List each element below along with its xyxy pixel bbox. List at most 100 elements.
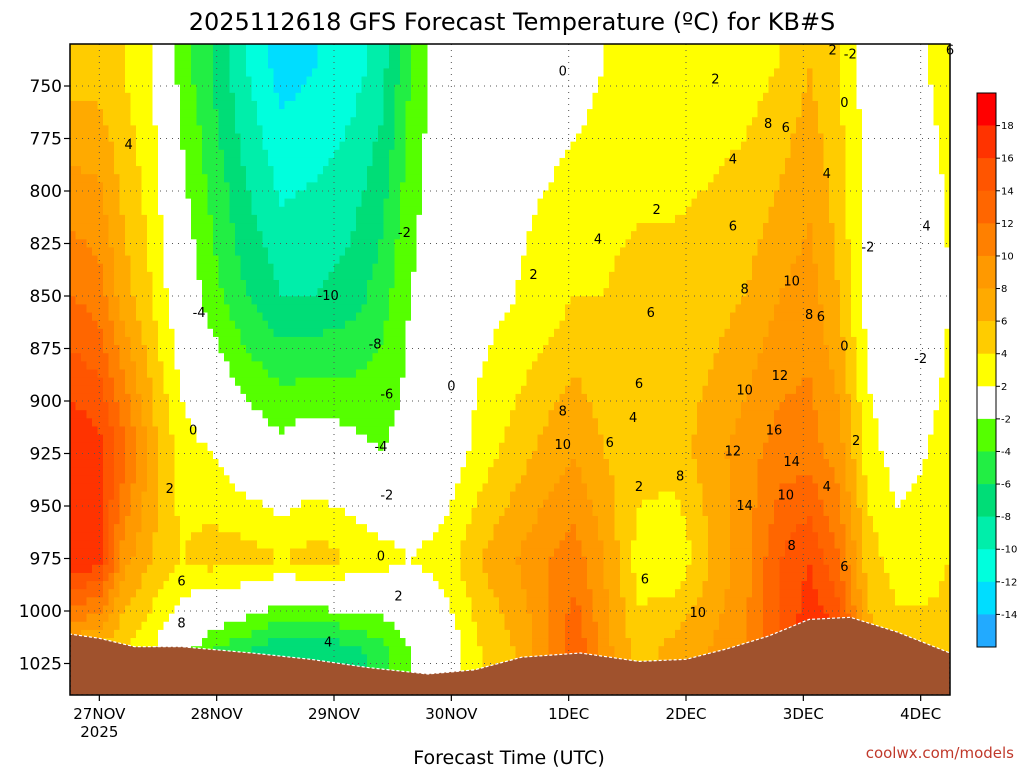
temperature-cell [394, 597, 401, 607]
temperature-cell [218, 491, 225, 501]
temperature-cell [114, 442, 121, 452]
temperature-cell [235, 605, 242, 615]
temperature-cell [279, 621, 286, 631]
temperature-cell [389, 434, 396, 444]
temperature-cell [108, 166, 115, 175]
temperature-cell [350, 418, 357, 428]
temperature-cell [262, 255, 269, 265]
temperature-cell [262, 638, 269, 647]
temperature-cell [163, 507, 170, 517]
temperature-cell [97, 304, 104, 314]
temperature-cell [92, 613, 99, 623]
temperature-cell [356, 467, 363, 476]
temperature-cell [394, 540, 401, 550]
temperature-cell [108, 467, 115, 476]
temperature-cell [114, 166, 121, 175]
temperature-cell [284, 564, 291, 574]
temperature-cell [284, 328, 291, 338]
temperature-cell [290, 548, 297, 558]
temperature-cell [152, 459, 159, 468]
temperature-cell [70, 263, 77, 273]
temperature-cell [400, 532, 407, 541]
temperature-cell [405, 263, 412, 273]
temperature-cell [400, 288, 407, 297]
temperature-cell [350, 223, 357, 232]
temperature-cell [334, 613, 341, 623]
temperature-cell [295, 605, 302, 615]
temperature-cell [378, 361, 385, 371]
temperature-cell [75, 556, 82, 566]
temperature-cell [317, 507, 324, 517]
temperature-cell [108, 320, 115, 330]
temperature-cell [185, 507, 192, 517]
temperature-cell [383, 499, 390, 509]
temperature-cell [86, 312, 93, 322]
temperature-cell [251, 589, 258, 598]
temperature-cell [180, 223, 187, 232]
temperature-cell [191, 426, 198, 436]
temperature-cell [262, 279, 269, 289]
temperature-cell [218, 459, 225, 468]
temperature-cell [86, 174, 93, 183]
temperature-cell [81, 507, 88, 517]
temperature-cell [405, 442, 412, 452]
temperature-cell [81, 377, 88, 387]
temperature-cell [323, 231, 330, 240]
temperature-cell [257, 214, 264, 224]
temperature-cell [108, 157, 115, 167]
temperature-cell [400, 84, 407, 94]
temperature-cell [317, 499, 324, 509]
temperature-cell [103, 255, 110, 265]
temperature-cell [196, 117, 203, 126]
temperature-cell [158, 418, 165, 428]
temperature-cell [130, 198, 137, 208]
temperature-cell [312, 198, 319, 208]
temperature-cell [268, 515, 275, 525]
temperature-cell [108, 296, 115, 305]
temperature-cell [339, 141, 346, 151]
temperature-cell [268, 296, 275, 305]
temperature-cell [306, 532, 313, 541]
temperature-cell [367, 369, 374, 379]
temperature-cell [196, 231, 203, 240]
temperature-cell [229, 621, 236, 631]
temperature-cell [251, 499, 258, 509]
temperature-cell [75, 434, 82, 444]
temperature-cell [246, 393, 253, 403]
temperature-cell [383, 515, 390, 525]
temperature-cell [312, 385, 319, 395]
temperature-cell [345, 100, 352, 110]
temperature-cell [372, 92, 379, 102]
temperature-cell [240, 271, 247, 281]
temperature-cell [405, 44, 412, 53]
temperature-cell [279, 312, 286, 322]
temperature-cell [152, 223, 159, 232]
temperature-cell [317, 109, 324, 118]
temperature-cell [97, 450, 104, 460]
temperature-cell [119, 613, 126, 623]
temperature-cell [70, 548, 77, 558]
temperature-cell [251, 336, 258, 346]
temperature-cell [114, 223, 121, 232]
temperature-cell [323, 328, 330, 338]
temperature-cell [394, 426, 401, 436]
temperature-cell [229, 255, 236, 265]
temperature-cell [169, 92, 176, 102]
temperature-cell [389, 491, 396, 501]
temperature-cell [218, 589, 225, 598]
temperature-cell [81, 247, 88, 257]
temperature-cell [108, 198, 115, 208]
temperature-cell [273, 621, 280, 631]
temperature-cell [295, 572, 302, 582]
temperature-cell [356, 442, 363, 452]
temperature-cell [180, 182, 187, 192]
temperature-cell [367, 190, 374, 200]
temperature-cell [147, 231, 154, 240]
temperature-cell [378, 296, 385, 305]
temperature-cell [240, 597, 247, 607]
temperature-cell [262, 206, 269, 216]
temperature-cell [75, 572, 82, 582]
temperature-cell [86, 190, 93, 200]
temperature-cell [97, 312, 104, 322]
temperature-cell [257, 499, 264, 509]
